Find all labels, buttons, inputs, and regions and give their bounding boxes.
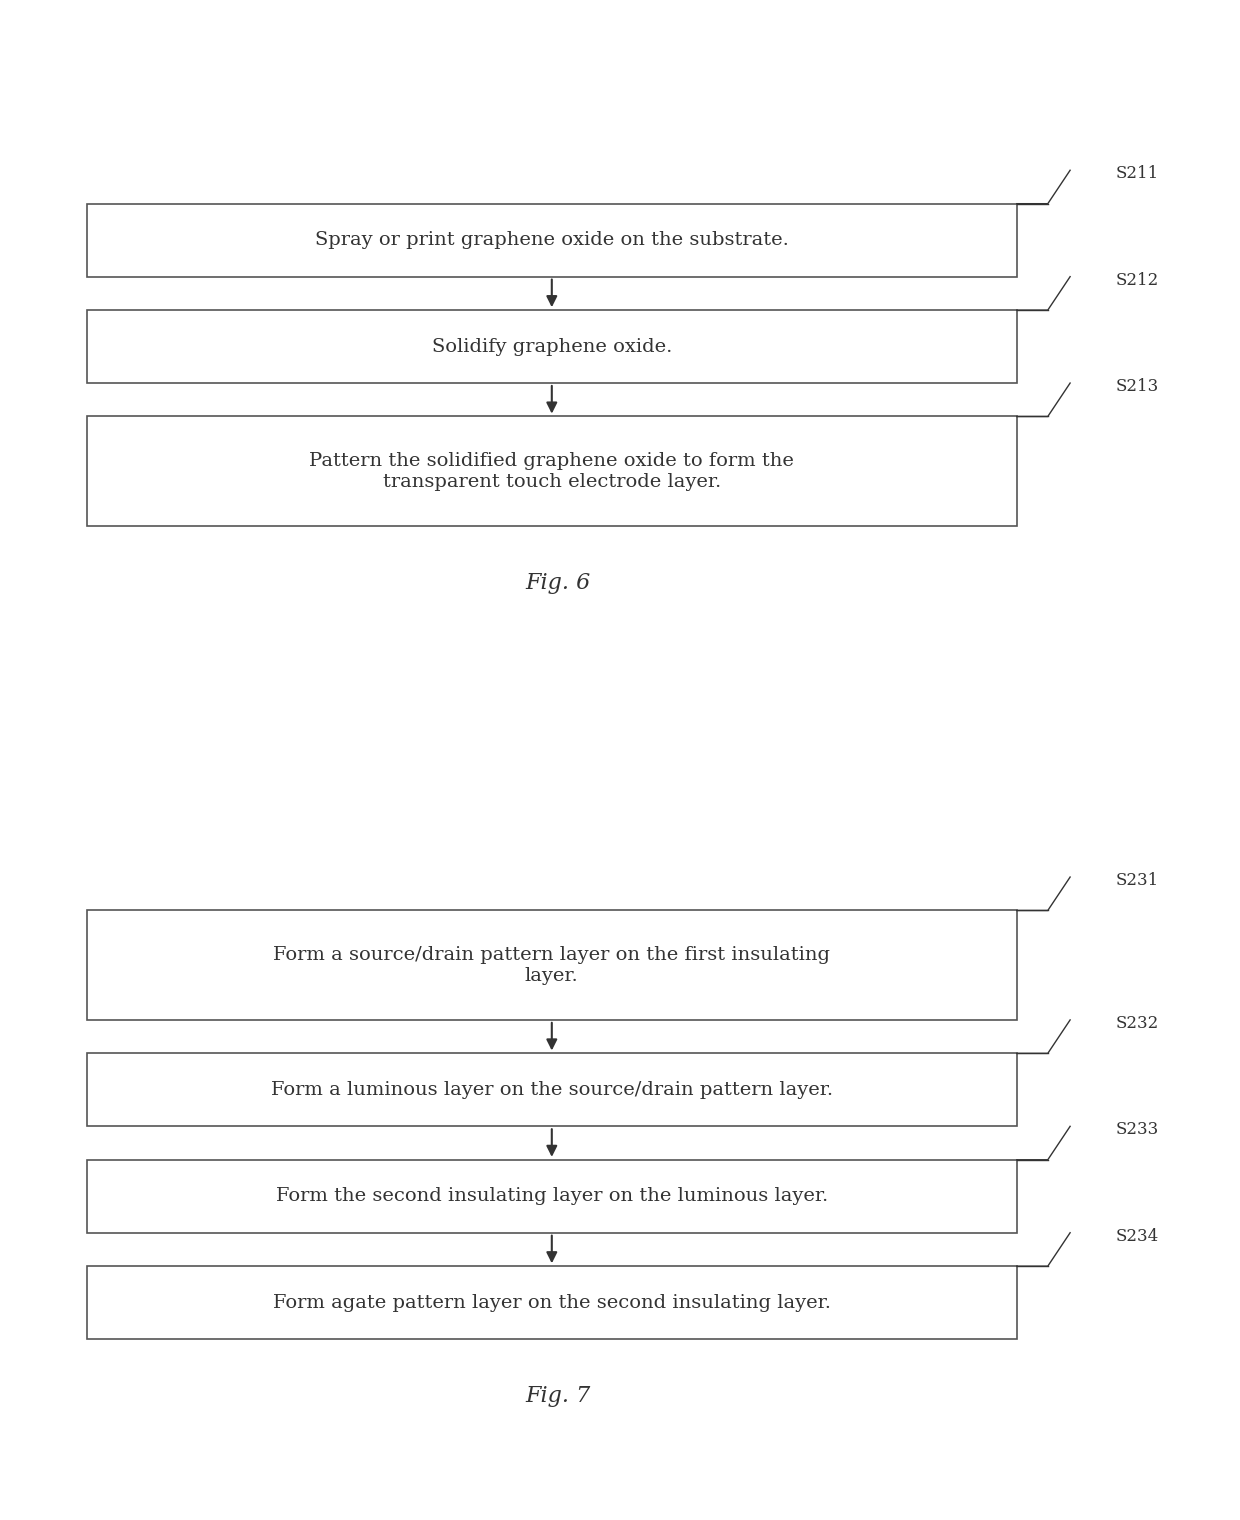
Text: S211: S211 [1116, 166, 1159, 182]
Text: S212: S212 [1116, 272, 1159, 289]
Text: S213: S213 [1116, 378, 1159, 395]
Text: Form agate pattern layer on the second insulating layer.: Form agate pattern layer on the second i… [273, 1294, 831, 1312]
Text: S233: S233 [1116, 1122, 1159, 1138]
Text: Pattern the solidified graphene oxide to form the
transparent touch electrode la: Pattern the solidified graphene oxide to… [309, 451, 795, 491]
Text: Form a source/drain pattern layer on the first insulating
layer.: Form a source/drain pattern layer on the… [273, 945, 831, 985]
Text: Spray or print graphene oxide on the substrate.: Spray or print graphene oxide on the sub… [315, 231, 789, 249]
Text: S232: S232 [1116, 1015, 1159, 1032]
Text: Fig. 6: Fig. 6 [526, 572, 590, 593]
Text: S231: S231 [1116, 872, 1159, 889]
Text: Form the second insulating layer on the luminous layer.: Form the second insulating layer on the … [275, 1187, 828, 1205]
Text: S234: S234 [1116, 1228, 1159, 1245]
Text: Form a luminous layer on the source/drain pattern layer.: Form a luminous layer on the source/drai… [270, 1081, 833, 1099]
Text: Solidify graphene oxide.: Solidify graphene oxide. [432, 337, 672, 356]
Text: Fig. 7: Fig. 7 [526, 1385, 590, 1406]
